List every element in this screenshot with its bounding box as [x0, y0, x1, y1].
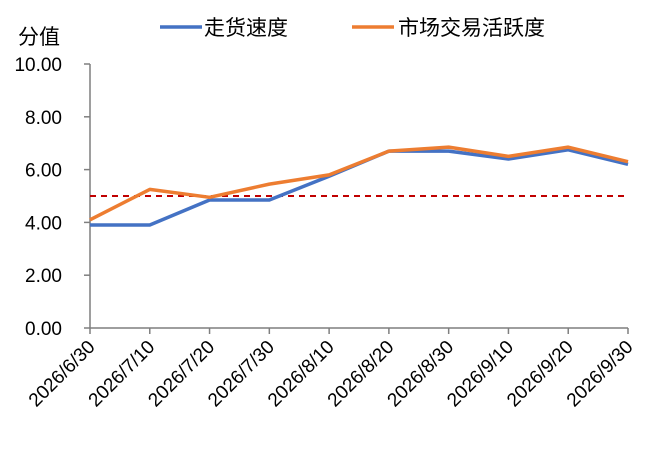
y-tick-label: 0.00: [25, 319, 62, 340]
legend-label: 市场交易活跃度: [398, 16, 545, 40]
y-tick-label: 10.00: [14, 55, 62, 76]
y-tick-label: 8.00: [25, 108, 62, 129]
y-tick-label: 6.00: [25, 161, 62, 182]
legend: 走货速度 市场交易活跃度: [160, 16, 545, 40]
y-axis: 0.00 2.00 4.00 6.00 8.00 10.00: [14, 55, 90, 340]
legend-label: 走货速度: [204, 16, 288, 40]
series-line-1: [89, 145, 629, 222]
series-lines: [89, 145, 629, 227]
x-axis: 2026/6/302026/7/102026/7/202026/7/302026…: [25, 328, 638, 411]
y-axis-label: 分值: [18, 25, 60, 49]
y-tick-label: 2.00: [25, 266, 62, 287]
series-line-0: [90, 148, 629, 227]
y-tick-label: 4.00: [25, 213, 62, 234]
